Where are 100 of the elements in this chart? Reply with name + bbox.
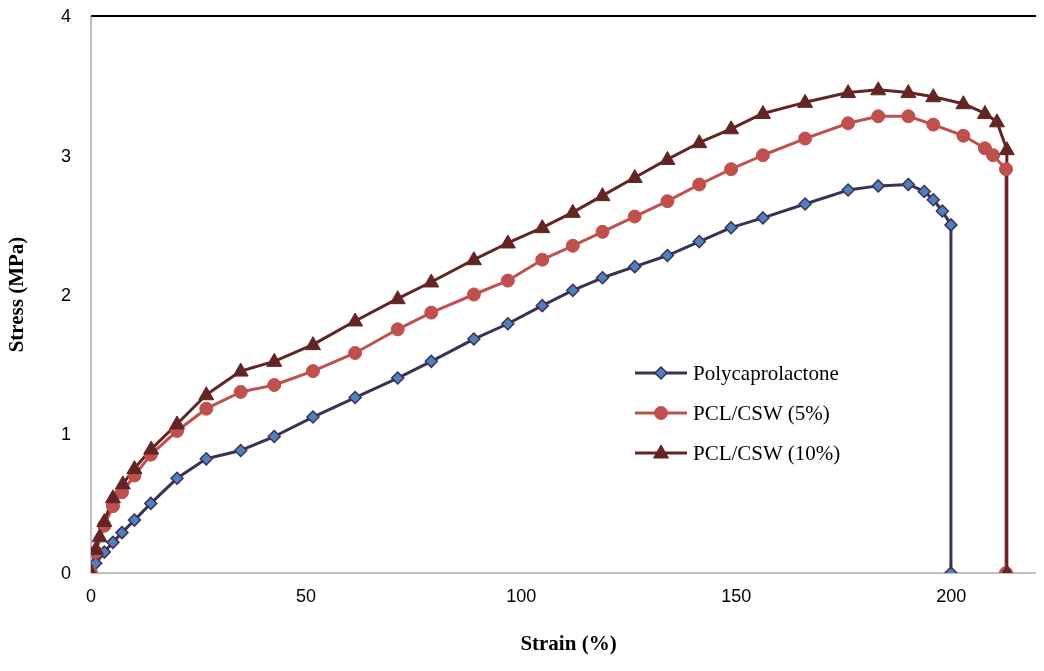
y-tick-label: 3 xyxy=(60,145,71,166)
point xyxy=(926,117,941,132)
point xyxy=(626,169,643,184)
point xyxy=(566,283,580,298)
legend-label: Polycaprolactone xyxy=(693,360,839,386)
point xyxy=(723,120,740,135)
point xyxy=(660,248,675,263)
point xyxy=(870,81,887,96)
point xyxy=(233,384,248,399)
point xyxy=(143,440,160,455)
point xyxy=(917,184,932,199)
point xyxy=(466,287,481,302)
point xyxy=(266,352,283,367)
point xyxy=(305,364,320,379)
point xyxy=(104,489,121,504)
point xyxy=(501,316,515,331)
point xyxy=(390,371,405,385)
point xyxy=(955,95,972,110)
point xyxy=(871,109,886,124)
point xyxy=(944,218,958,232)
point xyxy=(534,219,551,234)
point xyxy=(267,429,282,444)
point xyxy=(755,148,770,163)
point xyxy=(500,273,515,288)
point xyxy=(423,273,440,288)
point xyxy=(127,513,142,527)
point xyxy=(998,162,1013,177)
point xyxy=(96,512,113,527)
point xyxy=(467,332,481,346)
point xyxy=(232,362,249,377)
point xyxy=(871,179,885,193)
point xyxy=(199,401,214,416)
point xyxy=(389,290,406,305)
point xyxy=(692,177,707,192)
point xyxy=(900,84,917,99)
point xyxy=(988,113,1005,128)
point xyxy=(306,410,320,424)
x-tick-label: 50 xyxy=(296,585,317,606)
x-tick-label: 200 xyxy=(936,585,967,606)
point xyxy=(348,345,363,360)
point xyxy=(925,88,942,103)
point xyxy=(114,475,131,490)
point xyxy=(976,104,993,119)
point xyxy=(233,443,248,458)
point xyxy=(106,535,120,550)
point xyxy=(424,354,439,369)
x-axis-title: Strain (%) xyxy=(520,631,617,655)
point xyxy=(499,234,516,249)
point xyxy=(304,336,321,351)
point xyxy=(926,193,941,207)
point xyxy=(724,220,738,235)
point xyxy=(998,141,1015,156)
point xyxy=(535,298,550,313)
y-tick-label: 0 xyxy=(60,563,71,584)
point xyxy=(91,528,108,543)
point xyxy=(565,238,580,253)
point xyxy=(564,203,581,218)
legend-label: PCL/CSW (5%) xyxy=(693,400,830,426)
point xyxy=(798,131,813,146)
point xyxy=(595,271,610,285)
point xyxy=(390,322,405,337)
point xyxy=(841,116,856,131)
point xyxy=(199,452,214,466)
point xyxy=(986,148,1001,163)
point xyxy=(347,312,364,327)
point xyxy=(724,162,739,177)
point xyxy=(424,305,439,320)
y-tick-label: 2 xyxy=(60,284,71,305)
point xyxy=(901,109,916,124)
point xyxy=(798,197,812,211)
point xyxy=(797,93,814,108)
x-tick-label: 100 xyxy=(506,585,537,606)
point xyxy=(535,252,550,267)
x-tick-label: 0 xyxy=(85,585,97,606)
point xyxy=(126,460,143,475)
point xyxy=(935,204,950,218)
point xyxy=(692,234,707,249)
y-tick-label: 1 xyxy=(60,424,71,445)
point xyxy=(956,128,971,143)
y-tick-label: 4 xyxy=(60,6,71,27)
point xyxy=(691,134,708,149)
point xyxy=(348,390,362,405)
legend-label: PCL/CSW (10%) xyxy=(693,440,841,466)
point xyxy=(754,104,771,119)
point xyxy=(170,471,184,486)
point xyxy=(115,525,129,540)
point xyxy=(627,209,642,224)
point xyxy=(660,194,675,209)
point xyxy=(595,224,610,239)
x-tick-label: 150 xyxy=(721,585,752,606)
y-axis-title: Stress (MPa) xyxy=(4,236,29,353)
point xyxy=(628,259,642,274)
point xyxy=(594,187,611,202)
point xyxy=(465,251,482,266)
point xyxy=(901,177,916,192)
point xyxy=(169,415,186,430)
point xyxy=(756,211,770,225)
point xyxy=(840,84,857,99)
point xyxy=(659,150,676,165)
point xyxy=(198,386,215,401)
